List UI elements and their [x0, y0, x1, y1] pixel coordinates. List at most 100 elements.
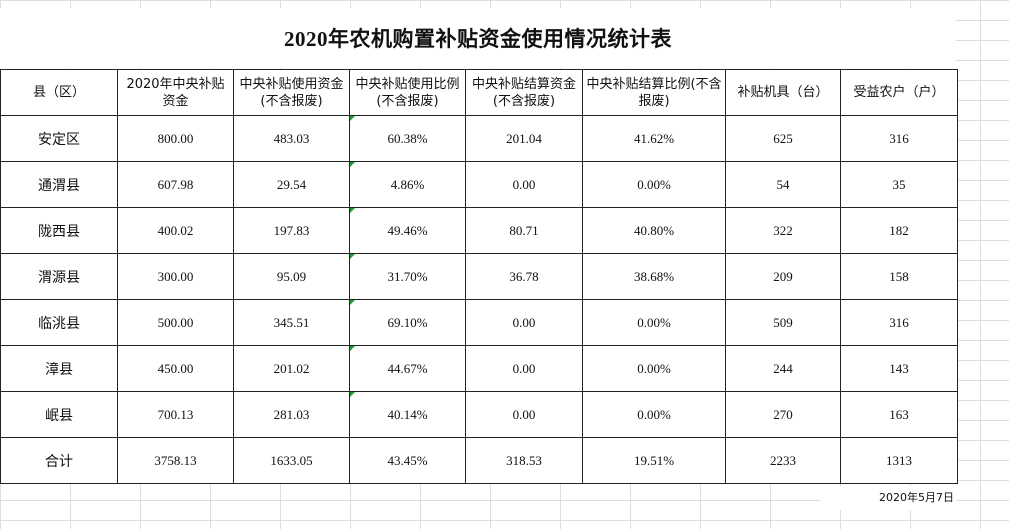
cell-beneficiary-households[interactable]: 182 — [840, 207, 958, 254]
cell-county[interactable]: 漳县 — [0, 345, 118, 392]
header-used-funds[interactable]: 中央补贴使用资金(不含报废) — [233, 69, 350, 116]
cell-central-subsidy-funds[interactable]: 400.02 — [117, 207, 234, 254]
cell-settlement-ratio[interactable]: 0.00% — [582, 345, 726, 392]
table-row: 岷县 700.13 281.03 40.14% 0.00 0.00% 270 1… — [0, 391, 958, 438]
table-row: 通渭县 607.98 29.54 4.86% 0.00 0.00% 54 35 — [0, 161, 958, 208]
cell-usage-ratio[interactable]: 31.70% — [349, 253, 466, 300]
table-row: 临洮县 500.00 345.51 69.10% 0.00 0.00% 509 … — [0, 299, 958, 346]
cell-settled-funds[interactable]: 0.00 — [465, 161, 583, 208]
cell-usage-ratio[interactable]: 60.38% — [349, 115, 466, 162]
cell-settlement-ratio[interactable]: 0.00% — [582, 161, 726, 208]
cell-value: 44.67% — [387, 360, 428, 376]
cell-value: 40.14% — [387, 406, 428, 422]
header-county[interactable]: 县（区） — [0, 69, 118, 116]
cell-subsidized-machines[interactable]: 244 — [725, 345, 841, 392]
header-settled-funds[interactable]: 中央补贴结算资金(不含报废) — [465, 69, 583, 116]
cell-value: 49.46% — [387, 222, 428, 238]
cell-settlement-ratio[interactable]: 41.62% — [582, 115, 726, 162]
cell-settled-funds[interactable]: 80.71 — [465, 207, 583, 254]
cell-used-funds[interactable]: 29.54 — [233, 161, 350, 208]
header-settlement-ratio[interactable]: 中央补贴结算比例(不含报废) — [582, 69, 726, 116]
cell-county[interactable]: 岷县 — [0, 391, 118, 438]
cell-beneficiary-households[interactable]: 1313 — [840, 437, 958, 484]
cell-subsidized-machines[interactable]: 2233 — [725, 437, 841, 484]
cell-central-subsidy-funds[interactable]: 800.00 — [117, 115, 234, 162]
comment-marker-icon — [350, 162, 355, 167]
cell-beneficiary-households[interactable]: 316 — [840, 299, 958, 346]
cell-usage-ratio[interactable]: 4.86% — [349, 161, 466, 208]
cell-usage-ratio[interactable]: 49.46% — [349, 207, 466, 254]
cell-beneficiary-households[interactable]: 163 — [840, 391, 958, 438]
cell-subsidized-machines[interactable]: 509 — [725, 299, 841, 346]
cell-used-funds[interactable]: 345.51 — [233, 299, 350, 346]
cell-beneficiary-households[interactable]: 158 — [840, 253, 958, 300]
cell-central-subsidy-funds[interactable]: 3758.13 — [117, 437, 234, 484]
header-central-subsidy-funds[interactable]: 2020年中央补贴资金 — [117, 69, 234, 116]
cell-county[interactable]: 合计 — [0, 437, 118, 484]
cell-used-funds[interactable]: 201.02 — [233, 345, 350, 392]
cell-used-funds[interactable]: 281.03 — [233, 391, 350, 438]
cell-county[interactable]: 安定区 — [0, 115, 118, 162]
cell-used-funds[interactable]: 197.83 — [233, 207, 350, 254]
cell-subsidized-machines[interactable]: 322 — [725, 207, 841, 254]
cell-usage-ratio[interactable]: 69.10% — [349, 299, 466, 346]
comment-marker-icon — [350, 254, 355, 259]
cell-beneficiary-households[interactable]: 35 — [840, 161, 958, 208]
cell-value: 4.86% — [390, 176, 425, 192]
cell-central-subsidy-funds[interactable]: 300.00 — [117, 253, 234, 300]
cell-value: 60.38% — [387, 130, 428, 146]
table-row: 安定区 800.00 483.03 60.38% 201.04 41.62% 6… — [0, 115, 958, 162]
header-row: 县（区） 2020年中央补贴资金 中央补贴使用资金(不含报废) 中央补贴使用比例… — [0, 69, 958, 116]
table-row: 漳县 450.00 201.02 44.67% 0.00 0.00% 244 1… — [0, 345, 958, 392]
header-usage-ratio[interactable]: 中央补贴使用比例(不含报废) — [349, 69, 466, 116]
comment-marker-icon — [350, 346, 355, 351]
cell-beneficiary-households[interactable]: 143 — [840, 345, 958, 392]
cell-settled-funds[interactable]: 0.00 — [465, 391, 583, 438]
cell-county[interactable]: 渭源县 — [0, 253, 118, 300]
cell-settled-funds[interactable]: 0.00 — [465, 299, 583, 346]
table-title: 2020年农机购置补贴资金使用情况统计表 — [284, 27, 672, 51]
cell-central-subsidy-funds[interactable]: 450.00 — [117, 345, 234, 392]
cell-settled-funds[interactable]: 0.00 — [465, 345, 583, 392]
cell-settlement-ratio[interactable]: 0.00% — [582, 391, 726, 438]
cell-subsidized-machines[interactable]: 625 — [725, 115, 841, 162]
cell-usage-ratio[interactable]: 44.67% — [349, 345, 466, 392]
cell-settlement-ratio[interactable]: 19.51% — [582, 437, 726, 484]
comment-marker-icon — [350, 300, 355, 305]
cell-used-funds[interactable]: 95.09 — [233, 253, 350, 300]
cell-settled-funds[interactable]: 201.04 — [465, 115, 583, 162]
table-row: 陇西县 400.02 197.83 49.46% 80.71 40.80% 32… — [0, 207, 958, 254]
table-row: 渭源县 300.00 95.09 31.70% 36.78 38.68% 209… — [0, 253, 958, 300]
comment-marker-icon — [350, 116, 355, 121]
header-beneficiary-households[interactable]: 受益农户（户） — [840, 69, 958, 116]
cell-county[interactable]: 临洮县 — [0, 299, 118, 346]
cell-value: 69.10% — [387, 314, 428, 330]
cell-beneficiary-households[interactable]: 316 — [840, 115, 958, 162]
cell-used-funds[interactable]: 483.03 — [233, 115, 350, 162]
cell-county[interactable]: 通渭县 — [0, 161, 118, 208]
comment-marker-icon — [350, 392, 355, 397]
header-subsidized-machines[interactable]: 补贴机具（台） — [725, 69, 841, 116]
cell-value: 31.70% — [387, 268, 428, 284]
statistics-table: 县（区） 2020年中央补贴资金 中央补贴使用资金(不含报废) 中央补贴使用比例… — [0, 69, 958, 484]
table-row-total: 合计 3758.13 1633.05 43.45% 318.53 19.51% … — [0, 437, 958, 484]
cell-central-subsidy-funds[interactable]: 607.98 — [117, 161, 234, 208]
cell-used-funds[interactable]: 1633.05 — [233, 437, 350, 484]
cell-central-subsidy-funds[interactable]: 500.00 — [117, 299, 234, 346]
cell-usage-ratio[interactable]: 43.45% — [349, 437, 466, 484]
report-date[interactable]: 2020年5月7日 — [820, 486, 956, 510]
cell-county[interactable]: 陇西县 — [0, 207, 118, 254]
cell-settlement-ratio[interactable]: 38.68% — [582, 253, 726, 300]
cell-settlement-ratio[interactable]: 0.00% — [582, 299, 726, 346]
cell-central-subsidy-funds[interactable]: 700.13 — [117, 391, 234, 438]
cell-subsidized-machines[interactable]: 209 — [725, 253, 841, 300]
cell-settled-funds[interactable]: 36.78 — [465, 253, 583, 300]
comment-marker-icon — [350, 208, 355, 213]
title-cell[interactable]: 2020年农机购置补贴资金使用情况统计表 — [0, 8, 956, 68]
cell-usage-ratio[interactable]: 40.14% — [349, 391, 466, 438]
cell-subsidized-machines[interactable]: 270 — [725, 391, 841, 438]
cell-settled-funds[interactable]: 318.53 — [465, 437, 583, 484]
cell-settlement-ratio[interactable]: 40.80% — [582, 207, 726, 254]
cell-subsidized-machines[interactable]: 54 — [725, 161, 841, 208]
